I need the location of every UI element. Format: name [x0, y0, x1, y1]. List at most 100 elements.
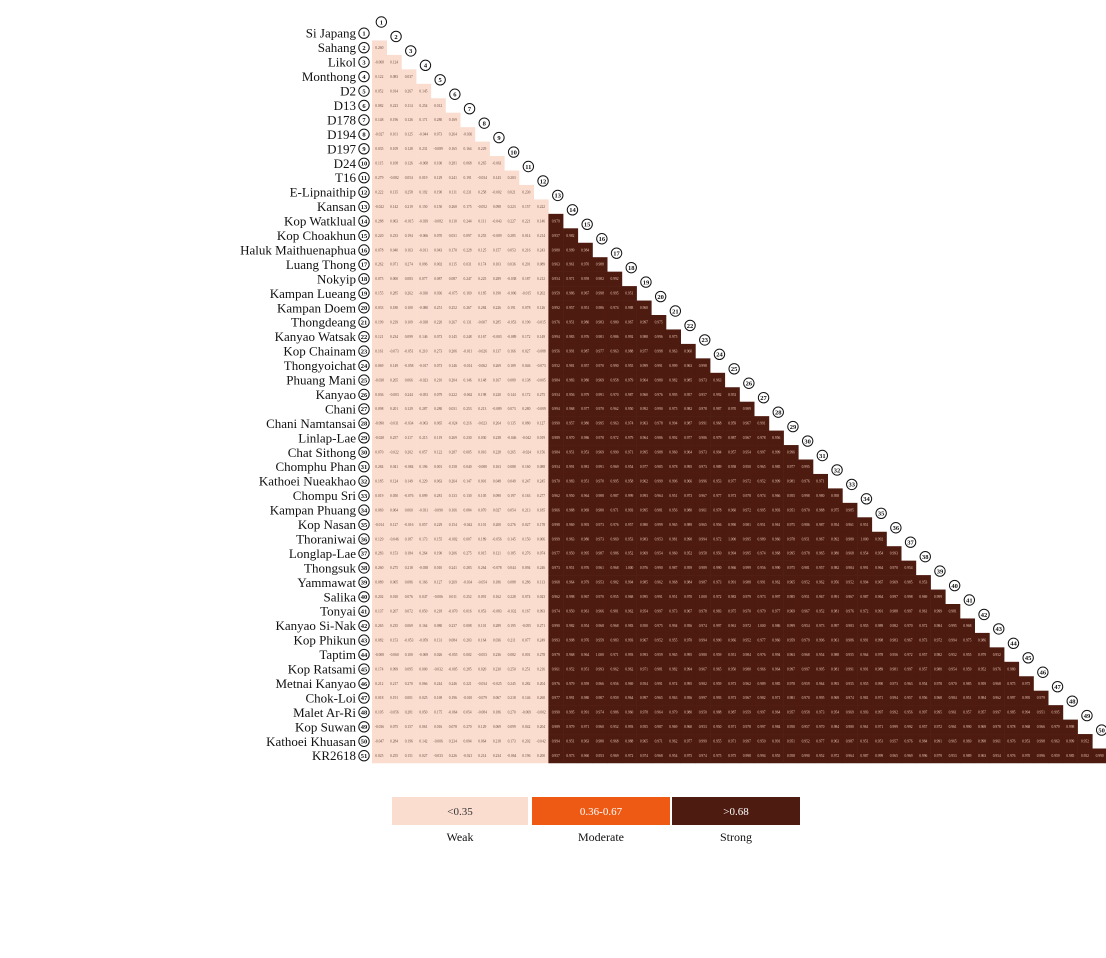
heatmap-cell [445, 141, 461, 157]
heatmap-cell [739, 618, 755, 634]
cell-value: 0.974 [625, 422, 633, 426]
heatmap-cell [577, 488, 593, 504]
heatmap-cell [416, 387, 432, 402]
heatmap-cell [372, 286, 387, 301]
column-index-number: 38 [922, 554, 929, 561]
column-index-number: 20 [657, 294, 664, 301]
heatmap-cell [783, 748, 799, 764]
heatmap-cell [636, 315, 652, 330]
cell-value: 0.968 [934, 696, 942, 700]
cell-value: 0.207 [390, 610, 398, 614]
column-index-marker [581, 218, 593, 231]
cell-value: 0.078 [522, 306, 530, 310]
heatmap-cell [695, 618, 711, 634]
row-index-marker [358, 215, 370, 227]
heatmap-cell [460, 430, 476, 446]
cell-value: 0.981 [743, 523, 751, 527]
heatmap-cell [474, 488, 490, 504]
heatmap-cell [401, 618, 417, 634]
heatmap-cell [813, 604, 828, 619]
heatmap-cell [489, 184, 505, 200]
heatmap-cell [827, 690, 843, 706]
cell-value: 0.036 [375, 393, 383, 397]
heatmap-cell [930, 690, 946, 706]
cell-value: 0.984 [919, 740, 927, 744]
heatmap-cell [621, 315, 637, 330]
heatmap-cell [607, 546, 623, 561]
cell-value: 0.980 [699, 653, 707, 657]
cell-value: -0.053 [478, 653, 487, 657]
heatmap-cell [386, 329, 402, 345]
cell-value: 0.010 [390, 595, 398, 599]
heatmap-cell [504, 517, 520, 533]
heatmap-cell [386, 170, 402, 186]
heatmap-cell [401, 719, 417, 735]
cell-value: 0.995 [758, 508, 766, 512]
heatmap-cell [592, 300, 608, 316]
column-index-number: 8 [483, 120, 487, 127]
row-index-marker [358, 41, 370, 54]
row-label: Metnai Kanyao [275, 676, 356, 691]
heatmap-cell [680, 575, 696, 590]
column-index-number: 25 [731, 366, 738, 373]
heatmap-cell [548, 430, 564, 446]
column-index-number: 12 [540, 178, 547, 185]
cell-value: 0.001 [522, 653, 530, 657]
cell-value: 0.273 [434, 349, 442, 353]
heatmap-cell [445, 748, 461, 764]
heatmap-cell [489, 589, 505, 605]
cell-value: 0.082 [375, 638, 383, 642]
legend-swatch-strong [672, 797, 800, 825]
heatmap-cell [592, 343, 608, 359]
heatmap-cell [636, 546, 652, 561]
heatmap-cell [724, 473, 740, 489]
heatmap-cell [372, 141, 387, 157]
cell-value: 0.227 [508, 219, 516, 223]
heatmap-cell [592, 430, 608, 446]
heatmap-cell [886, 546, 902, 561]
cell-value: 0.027 [493, 508, 501, 512]
heatmap-cell [430, 618, 446, 634]
cell-value: 0.190 [434, 190, 442, 194]
heatmap-cell [489, 647, 505, 663]
cell-value: 0.127 [390, 523, 398, 527]
heatmap-cell [754, 705, 770, 720]
heatmap-cell [533, 705, 549, 720]
column-index-marker [743, 377, 755, 389]
cell-value: 0.972 [713, 595, 721, 599]
heatmap-cell [372, 156, 387, 171]
column-index-marker [640, 276, 652, 288]
column-index-marker [478, 117, 490, 129]
heatmap-cell [519, 416, 534, 431]
heatmap-cell [666, 734, 681, 749]
heatmap-cell [416, 661, 432, 677]
cell-value: 0.961 [949, 711, 957, 715]
cell-value: -0.022 [389, 451, 398, 455]
heatmap-cell [621, 531, 637, 547]
cell-value: 0.970 [802, 508, 810, 512]
heatmap-cell [504, 199, 520, 215]
heatmap-cell [739, 401, 755, 417]
heatmap-cell [695, 473, 711, 489]
heatmap-cell [445, 517, 461, 533]
heatmap-cell [548, 228, 564, 244]
cell-value: 0.995 [640, 595, 648, 599]
cell-value: 0.988 [625, 740, 633, 744]
heatmap-cell [680, 546, 696, 561]
cell-value: 0.967 [802, 610, 810, 614]
cell-value: 0.950 [713, 725, 721, 729]
cell-value: -0.078 [492, 566, 501, 570]
heatmap-cell [680, 473, 696, 489]
heatmap-cell [489, 488, 505, 504]
heatmap-cell [960, 690, 975, 706]
cell-value: 0.966 [596, 610, 604, 614]
heatmap-cell [930, 719, 946, 735]
heatmap-cell [416, 575, 432, 590]
row-index-marker [358, 345, 370, 357]
heatmap-cell [592, 517, 608, 533]
heatmap-cell [416, 589, 432, 605]
column-index-marker [625, 261, 637, 274]
cell-value: 0.964 [640, 436, 648, 440]
heatmap-cell [504, 502, 520, 518]
cell-value: 0.985 [655, 465, 663, 469]
